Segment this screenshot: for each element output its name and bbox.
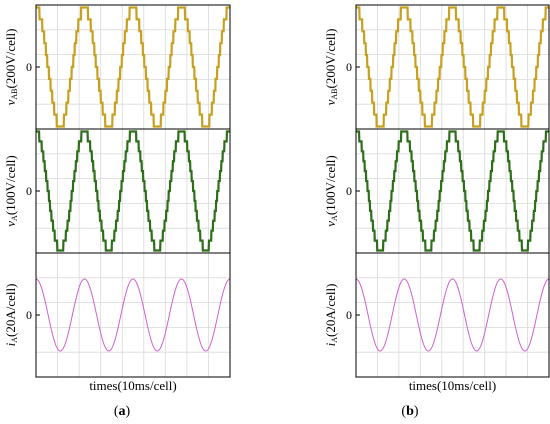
panel-frame	[355, 4, 550, 130]
panel-3: 0 iA(20A/cell)	[3, 252, 231, 378]
caption-letter: a	[119, 404, 126, 419]
y-axis-label-subscript: AB	[10, 89, 19, 100]
y-axis-label: iA(20A/cell)	[323, 284, 339, 347]
subfigure-caption: (b)	[401, 404, 418, 419]
subfigure-caption: (a)	[114, 404, 131, 419]
waveform-line	[35, 278, 231, 352]
panel-frame	[35, 4, 231, 130]
y-tick-label: 0	[346, 184, 352, 198]
subfigure-a: 0vAB(200V/cell)0vA(100V/cell)0iA(20A/cel…	[3, 4, 231, 419]
y-axis-label-variable: v	[323, 221, 338, 227]
y-axis-label: vAB(200V/cell)	[323, 29, 339, 106]
y-axis-label-subscript: A	[330, 215, 339, 221]
y-axis-label-unit: (20A/cell)	[3, 284, 18, 337]
waveform-line	[36, 6, 230, 128]
waveform-line	[355, 278, 550, 352]
y-axis-label-subscript: A	[10, 215, 19, 221]
panel-3: 0 iA(20A/cell)	[323, 252, 550, 378]
subfigure-b: 0vAB(200V/cell)0vA(100V/cell)0iA(20A/cel…	[323, 4, 550, 419]
y-axis-label-variable: v	[3, 221, 18, 227]
y-axis-label-unit: (100V/cell)	[323, 155, 338, 215]
panel-frame	[35, 252, 231, 378]
y-axis-label: vA(100V/cell)	[3, 155, 19, 226]
y-tick-label: 0	[26, 184, 32, 198]
caption-close-paren: )	[414, 404, 419, 419]
y-axis-label-variable: v	[323, 99, 338, 105]
y-axis-label-subscript: A	[330, 337, 339, 343]
waveform-line	[356, 6, 549, 128]
x-axis-label: times(10ms/cell)	[409, 378, 496, 393]
caption-open-paren: (	[401, 404, 406, 419]
y-tick-label: 0	[26, 308, 32, 322]
y-axis-label-unit: (200V/cell)	[323, 29, 338, 89]
caption-open-paren: (	[114, 404, 119, 419]
y-axis-label-variable: v	[3, 99, 18, 105]
y-axis-label-subscript: A	[10, 337, 19, 343]
panel-2: 0 vA(100V/cell)	[323, 128, 550, 254]
y-axis-label-variable: i	[323, 342, 338, 346]
panel-2: 0 vA(100V/cell)	[3, 128, 231, 254]
y-axis-label-unit: (100V/cell)	[3, 155, 18, 215]
y-tick-label: 0	[346, 60, 352, 74]
y-tick-label: 0	[26, 60, 32, 74]
panel-1: 0 vAB(200V/cell)	[3, 4, 231, 130]
panel-1: 0 vAB(200V/cell)	[323, 4, 550, 130]
grid	[36, 253, 230, 377]
waveform-line	[356, 130, 549, 252]
x-axis-label: times(10ms/cell)	[89, 378, 176, 393]
grid	[356, 253, 549, 377]
caption-letter: b	[406, 404, 414, 419]
caption-close-paren: )	[126, 404, 131, 419]
panel-frame	[355, 252, 550, 378]
grid	[36, 5, 230, 129]
y-axis-label: vA(100V/cell)	[323, 155, 339, 226]
y-axis-label-unit: (200V/cell)	[3, 29, 18, 89]
y-axis-label-unit: (20A/cell)	[323, 284, 338, 337]
y-axis-label: iA(20A/cell)	[3, 284, 19, 347]
y-axis-label-variable: i	[3, 342, 18, 346]
waveform-line	[36, 130, 230, 252]
y-axis-label: vAB(200V/cell)	[3, 29, 19, 106]
grid	[356, 5, 549, 129]
y-tick-label: 0	[346, 308, 352, 322]
y-axis-label-subscript: AB	[330, 89, 339, 100]
